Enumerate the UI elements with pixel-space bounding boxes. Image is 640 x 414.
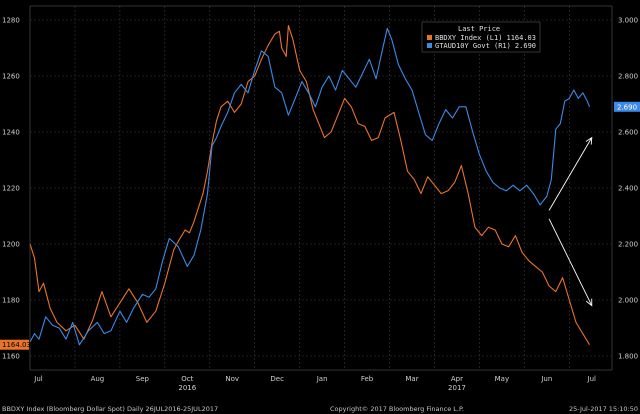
footer-source: BBDXY Index (Bloomberg Dollar Spot) Dail… [2,405,218,413]
trend-arrows [548,136,593,307]
legend-swatch-gtaud [427,43,432,48]
legend-value-bbdxy: 1164.03 [506,34,536,42]
trend-arrow-head [585,298,593,307]
trend-arrow-line [548,137,593,211]
y-left-tick-label: 1240 [2,129,20,137]
plot-frame [29,5,613,371]
series-line-gtaud10y-govt [29,27,591,346]
trend-arrow-head [585,136,593,145]
legend: Last Price BBDXY Index (L1) 1164.03 GTAU… [421,21,541,53]
last-value-tag-right [614,101,640,112]
legend-swatch-bbdxy [427,35,432,40]
y-right-tick-label: 2.400 [618,185,638,193]
y-right-tick-label: 2.000 [618,297,638,305]
y-left-tick-label: 1220 [2,185,20,193]
x-tick-label: Jul [33,375,43,383]
last-value-label-left: 1164.03 [2,341,31,349]
series-line-bbdxy-index [29,25,590,345]
y-right-tick-label: 2.600 [618,129,638,137]
trend-arrow-line [548,218,593,306]
x-tick-label: Nov [225,375,239,383]
footer-timestamp: 25-Jul-2017 15:10:50 [569,405,638,413]
x-tick-label: Feb [361,375,374,383]
y-left-tick-label: 1280 [2,17,20,25]
legend-label-gtaud: GTAUD10Y Govt (R1) [435,42,511,50]
x-tick-label: Jul [587,375,597,383]
y-left-tick-label: 1200 [2,241,20,249]
footer-copyright: Copyright© 2017 Bloomberg Finance L.P. [330,405,464,413]
y-right-tick-label: 2.200 [618,241,638,249]
x-tick-label: May [495,375,509,383]
axes: 1280 1260 1240 1220 1200 1180 1160 3.000 2.800 2.… [0,5,640,392]
series-lines [29,25,591,346]
y-right-tick-label: 1.800 [618,353,638,361]
x-tick-label: Apr [451,375,463,383]
x-tick-label: Oct [181,375,193,383]
x-year-label: 2017 [448,384,466,392]
legend-label-bbdxy: BBDXY Index (L1) [435,34,502,42]
last-value-label-right: 2.690 [617,103,637,111]
x-tick-label: Sep [136,375,150,383]
legend-value-gtaud: 2.690 [515,42,536,50]
y-right-tick-label: 2.800 [618,73,638,81]
legend-title: Last Price [458,25,500,33]
footer: BBDXY Index (Bloomberg Dollar Spot) Dail… [2,405,638,413]
x-tick-label: Dec [270,375,284,383]
x-tick-label: Aug [91,375,105,383]
x-tick-label: Mar [405,375,418,383]
x-tick-label: Jun [540,375,552,383]
y-right-tick-label: 3.000 [618,17,638,25]
y-left-tick-label: 1260 [2,73,20,81]
y-left-tick-label: 1180 [2,297,20,305]
legend-box [421,21,541,53]
x-tick-label: Jan [316,375,328,383]
last-value-tag-left [0,339,29,350]
y-left-tick-label: 1160 [2,353,20,361]
grid-lines [30,6,612,370]
x-year-label: 2016 [178,384,196,392]
